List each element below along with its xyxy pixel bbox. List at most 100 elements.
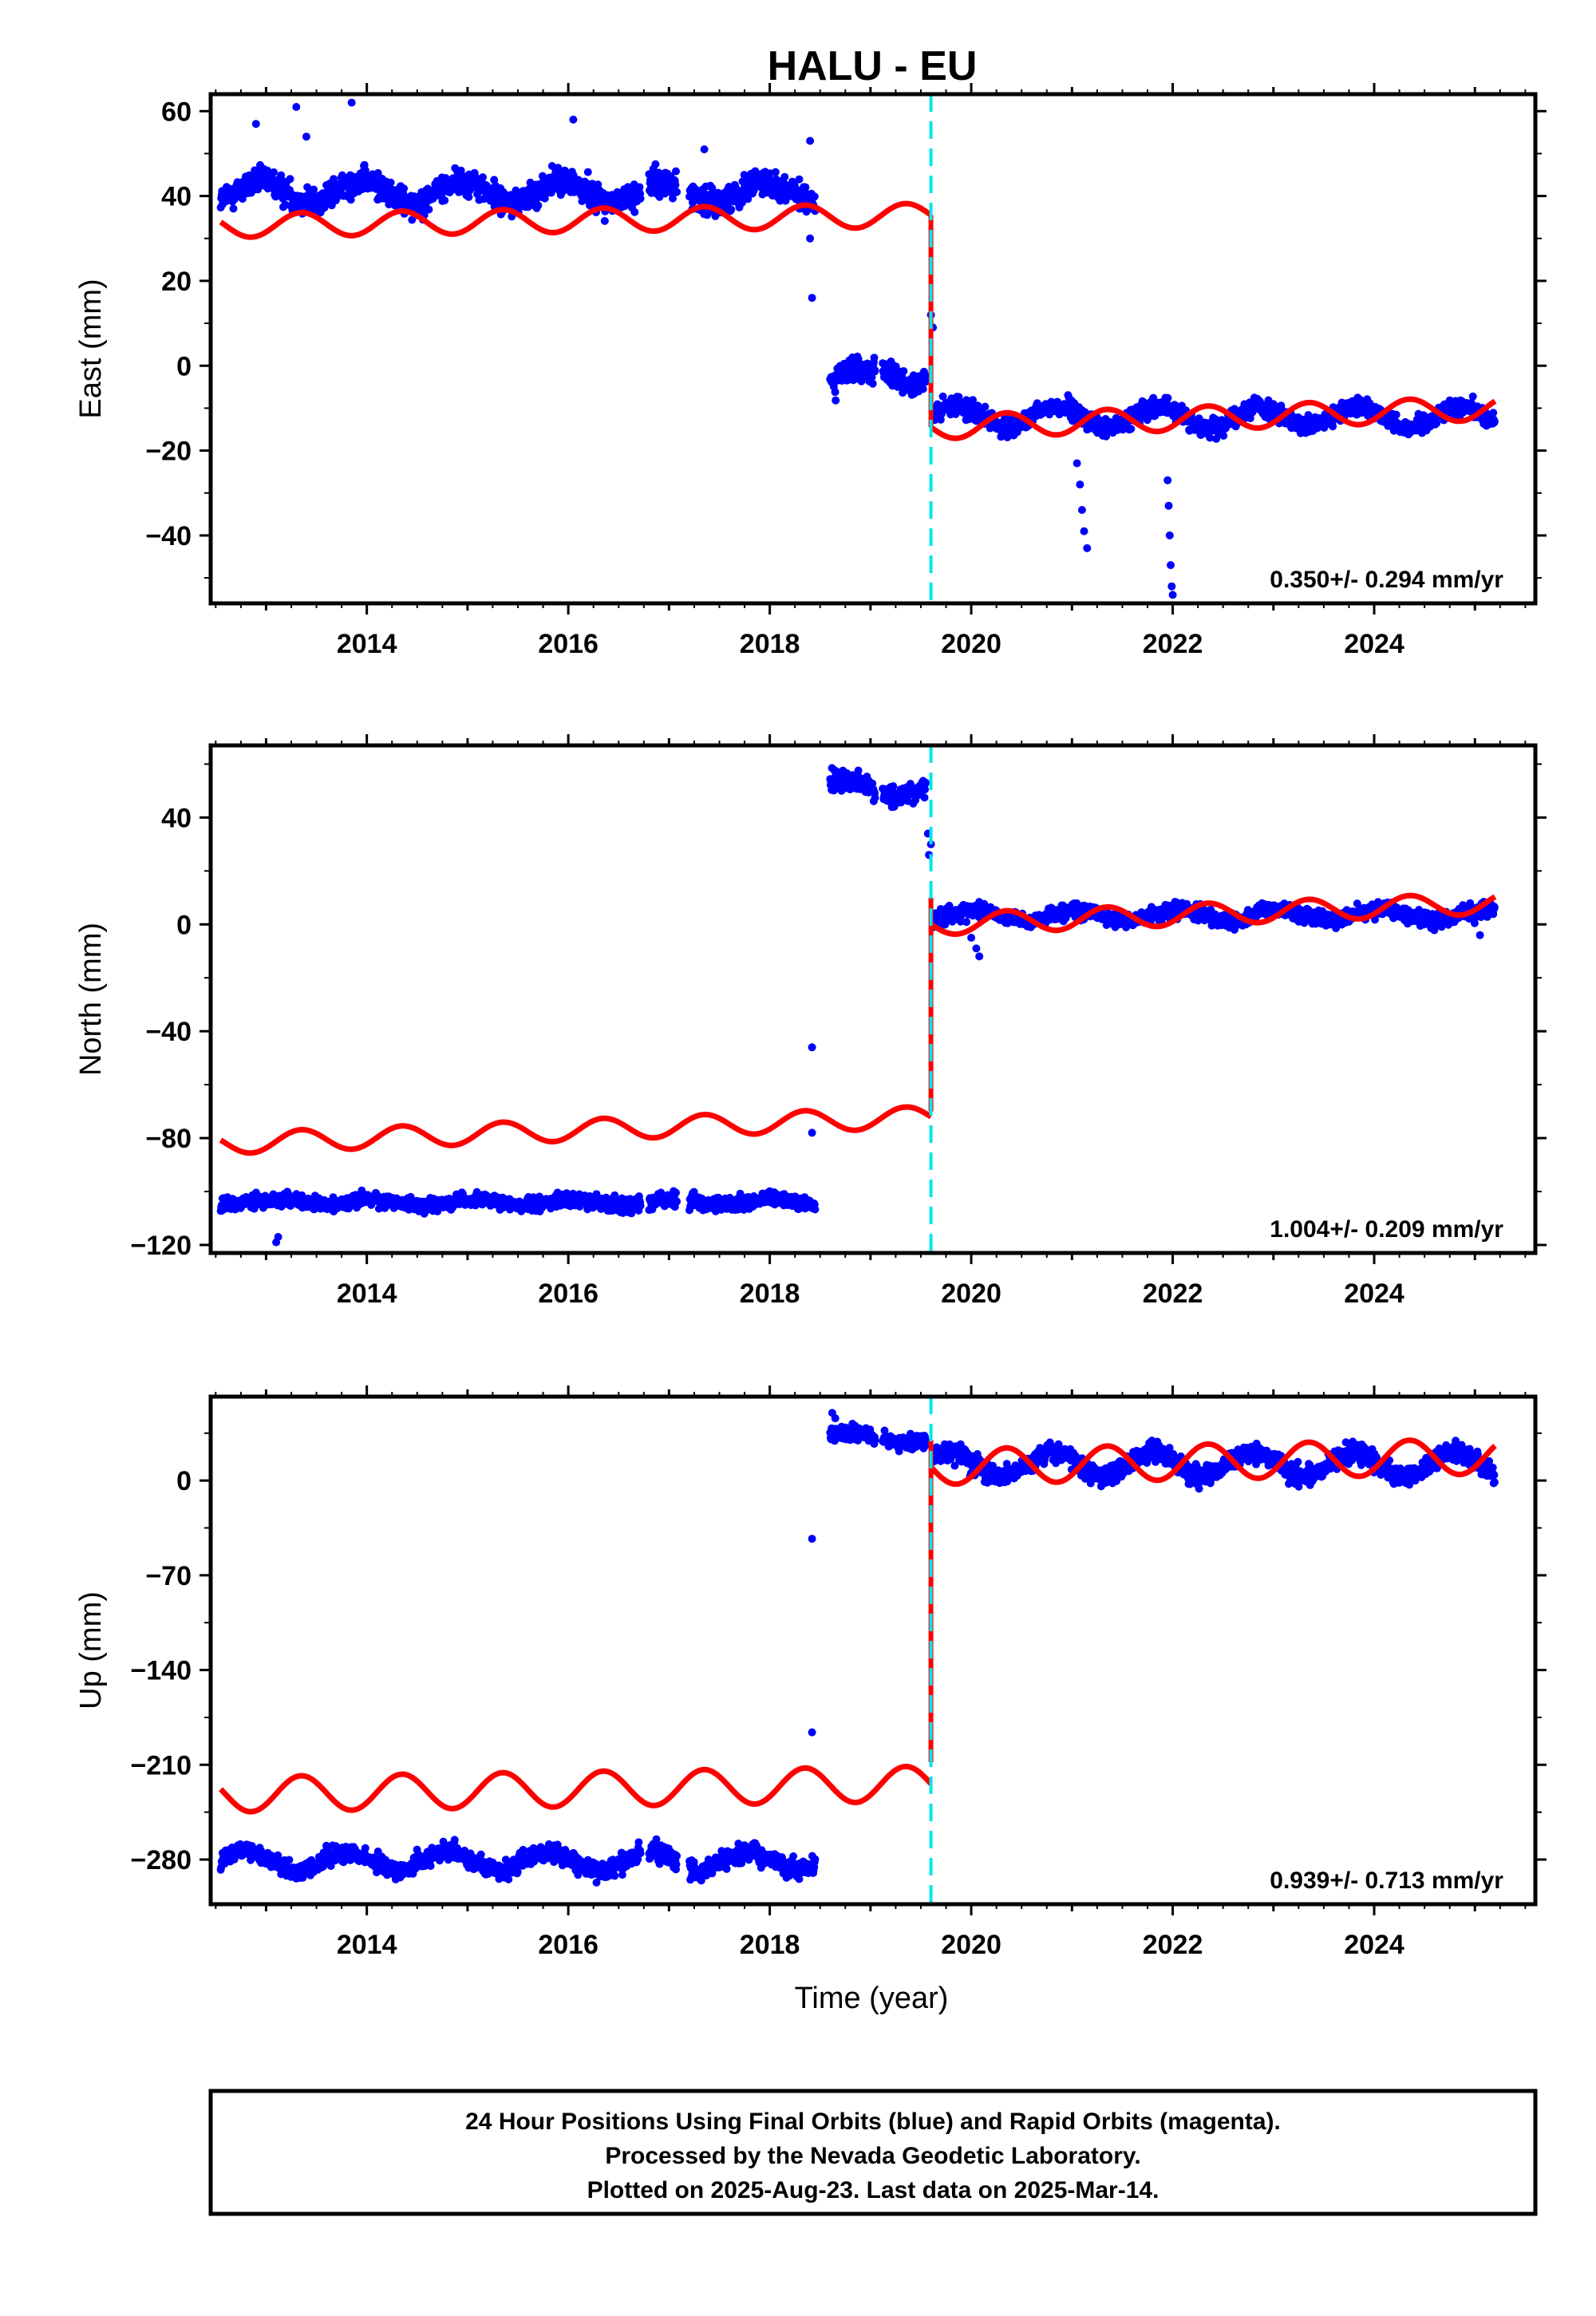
data-point (868, 379, 877, 388)
x-tick-label: 2014 (337, 629, 397, 659)
data-point (440, 196, 449, 205)
data-point (854, 766, 863, 775)
data-point (969, 396, 978, 405)
data-point (870, 354, 879, 362)
outlier-point (806, 234, 815, 243)
outlier-point (1080, 527, 1088, 536)
outlier-point (1076, 480, 1084, 489)
data-point (1329, 422, 1337, 431)
data-point (635, 183, 644, 192)
x-tick-label: 2018 (740, 629, 800, 659)
data-point (920, 793, 929, 802)
data-point (229, 204, 238, 213)
data-point (831, 388, 839, 397)
data-points (216, 764, 1499, 1247)
data-point (386, 178, 395, 187)
data-point (810, 192, 819, 201)
data-point (771, 168, 780, 176)
data-point (922, 377, 930, 386)
data-point (479, 173, 487, 182)
data-point (425, 205, 433, 214)
outlier-point (347, 98, 356, 107)
data-point (1219, 432, 1228, 440)
y-tick-label: 0 (176, 351, 192, 381)
outlier-point (1163, 476, 1172, 484)
outlier-point (569, 115, 578, 124)
outlier-point (1164, 501, 1173, 510)
y-tick-label: 40 (161, 182, 192, 212)
outlier-point (1168, 591, 1177, 599)
data-point (303, 183, 312, 192)
data-point (795, 175, 804, 184)
data-point (636, 1201, 645, 1210)
data-point (672, 1188, 680, 1197)
outlier-point (1077, 506, 1086, 514)
data-point (871, 366, 879, 375)
north-panel: 2014 2016 2018 2020 2022 2024400−40−80−120Nor… (74, 734, 1547, 1309)
east-panel: 2014 2016 2018 2020 2022 2024 60 40 20 0 −20 −40 Eas… (74, 83, 1547, 659)
y-tick-label: 60 (161, 97, 192, 127)
data-point (1432, 419, 1441, 428)
outlier-point (700, 145, 709, 154)
y-tick-label: −40 (145, 521, 192, 551)
data-point (801, 183, 810, 192)
data-point (456, 166, 465, 175)
data-point (1127, 425, 1136, 433)
data-point (727, 205, 736, 214)
data-point (238, 195, 247, 204)
outlier-point (1167, 582, 1176, 591)
data-point (310, 185, 318, 194)
outlier-point (251, 120, 260, 128)
data-point (400, 184, 409, 193)
data-point (583, 168, 592, 176)
data-point (270, 168, 279, 176)
data-point (921, 371, 930, 380)
data-point (899, 367, 908, 375)
outlier-point (1167, 561, 1175, 570)
data-point (1206, 433, 1215, 442)
data-point (962, 918, 971, 927)
y-axis-label: East (mm) (74, 279, 108, 418)
outlier-point (292, 103, 301, 111)
data-point (871, 793, 879, 802)
data-point (1468, 392, 1477, 401)
outlier-point (806, 136, 815, 145)
data-point (651, 160, 660, 168)
data-point (636, 194, 645, 203)
data-point (534, 201, 543, 210)
data-point (672, 167, 680, 176)
data-point (464, 192, 473, 201)
x-tick-label: 2022 (1143, 629, 1203, 659)
data-point (671, 180, 680, 189)
data-point (346, 196, 355, 204)
data-point (600, 216, 609, 225)
data-point (630, 207, 639, 216)
data-point (938, 392, 947, 401)
data-point (918, 385, 927, 393)
data-point (832, 396, 840, 405)
data-point (373, 168, 382, 177)
data-point (811, 1205, 820, 1214)
data-point (1163, 393, 1172, 402)
x-tick-label: 2016 (538, 629, 598, 659)
data-point (1392, 410, 1400, 419)
outlier-point (302, 132, 310, 141)
x-tick-label: 2024 (1344, 629, 1404, 659)
data-point (669, 194, 677, 203)
data-point (744, 195, 753, 204)
outlier-point (1165, 531, 1174, 539)
x-tick-label: 2020 (941, 629, 1001, 659)
outlier-point (1073, 459, 1081, 468)
plot-frame (208, 92, 1538, 606)
data-points (216, 98, 1499, 599)
data-point (780, 172, 789, 181)
y-tick-label: 20 (161, 267, 192, 297)
rate-annotation: 0.350+/- 0.294 mm/yr (1270, 567, 1503, 593)
data-point (981, 402, 990, 411)
data-point (673, 1197, 681, 1206)
data-point (286, 175, 294, 184)
outlier-point (1083, 543, 1092, 552)
data-point (922, 779, 930, 787)
y-tick-label: −20 (145, 437, 192, 467)
